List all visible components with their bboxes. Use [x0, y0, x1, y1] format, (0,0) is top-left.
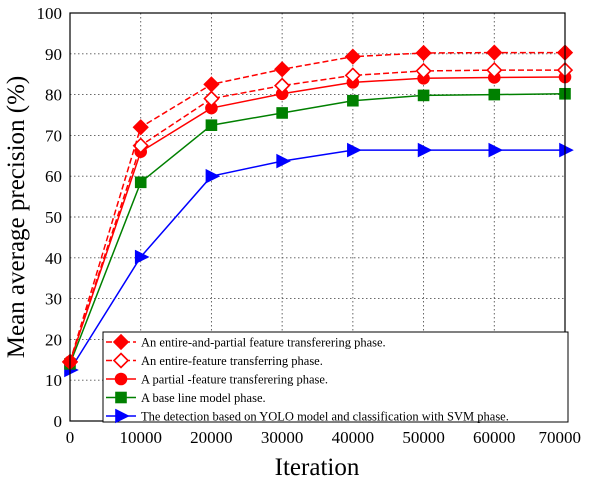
data-point — [415, 44, 432, 62]
legend-label: A base line model phase. — [141, 391, 266, 405]
legend-item: An entire-feature transferring phase. — [106, 352, 323, 369]
x-tick-label: 10000 — [119, 428, 162, 447]
legend-marker — [112, 352, 130, 369]
legend-label: The detection based on YOLO model and cl… — [141, 410, 509, 424]
y-tick-label: 90 — [45, 45, 62, 64]
series-2 — [63, 70, 572, 369]
plot-area — [61, 44, 574, 378]
series-line — [69, 93, 566, 365]
data-point — [415, 62, 432, 80]
legend-marker — [112, 333, 130, 351]
data-point — [486, 61, 503, 79]
data-point — [274, 77, 291, 94]
x-tick-label: 50000 — [402, 428, 445, 447]
series-0 — [61, 44, 574, 370]
series-line — [69, 76, 566, 363]
data-point — [486, 44, 503, 61]
data-point — [347, 94, 359, 107]
y-axis-title: Mean average precision (%) — [3, 76, 30, 359]
y-tick-label: 10 — [45, 371, 62, 390]
series-line — [69, 69, 565, 363]
x-tick-label: 40000 — [332, 428, 375, 447]
x-tick-label: 0 — [66, 428, 75, 447]
legend-items: An entire-and-partial feature transferer… — [106, 333, 509, 424]
y-tick-label: 100 — [37, 4, 63, 23]
y-tick-label: 70 — [45, 126, 62, 145]
data-point — [205, 119, 218, 131]
data-point — [274, 61, 291, 78]
data-point — [276, 107, 288, 119]
legend-marker — [115, 408, 130, 424]
data-point — [417, 142, 433, 158]
data-point — [344, 48, 361, 65]
x-axis-title: Iteration — [275, 454, 360, 481]
data-point — [134, 176, 147, 189]
tick-labels: 0 10000 20000 30000 40000 50000 60000 70000 0 10 2… — [37, 4, 582, 447]
x-tick-label: 20000 — [190, 428, 233, 447]
y-tick-label: 60 — [45, 167, 62, 186]
data-point — [347, 142, 362, 158]
legend-item: An entire-and-partial feature transferer… — [106, 333, 386, 351]
legend-item: A base line model phase. — [106, 391, 266, 405]
series-line — [69, 149, 565, 371]
series-1 — [61, 61, 574, 370]
legend-label: An entire-feature transferring phase. — [141, 354, 323, 368]
data-point — [344, 67, 361, 84]
legend-label: A partial -feature transferering phase. — [141, 373, 328, 387]
y-tick-label: 50 — [45, 208, 62, 227]
data-point — [134, 249, 150, 265]
x-tick-label: 70000 — [539, 428, 582, 447]
data-point — [417, 89, 430, 102]
y-tick-label: 80 — [45, 86, 62, 105]
y-tick-label: 40 — [45, 249, 62, 268]
legend-marker — [115, 391, 127, 404]
data-point — [488, 142, 504, 158]
data-point — [488, 88, 501, 101]
series-line — [69, 51, 565, 363]
data-point — [205, 168, 221, 184]
legend-marker — [114, 372, 128, 386]
x-tick-label: 30000 — [261, 428, 304, 447]
data-point — [276, 153, 291, 169]
legend: An entire-and-partial feature transferer… — [102, 331, 569, 424]
data-point — [203, 76, 220, 93]
legend-item: A partial -feature transferering phase. — [106, 373, 328, 387]
data-point — [132, 119, 149, 136]
y-tick-label: 20 — [45, 330, 62, 349]
data-point — [559, 142, 574, 158]
data-point — [203, 90, 220, 107]
legend-item: The detection based on YOLO model and cl… — [106, 408, 509, 424]
legend-box — [102, 331, 569, 423]
y-tick-label: 30 — [45, 290, 62, 309]
legend-label: An entire-and-partial feature transferer… — [141, 336, 386, 350]
y-tick-label: 0 — [54, 412, 63, 431]
x-tick-label: 60000 — [473, 428, 516, 447]
